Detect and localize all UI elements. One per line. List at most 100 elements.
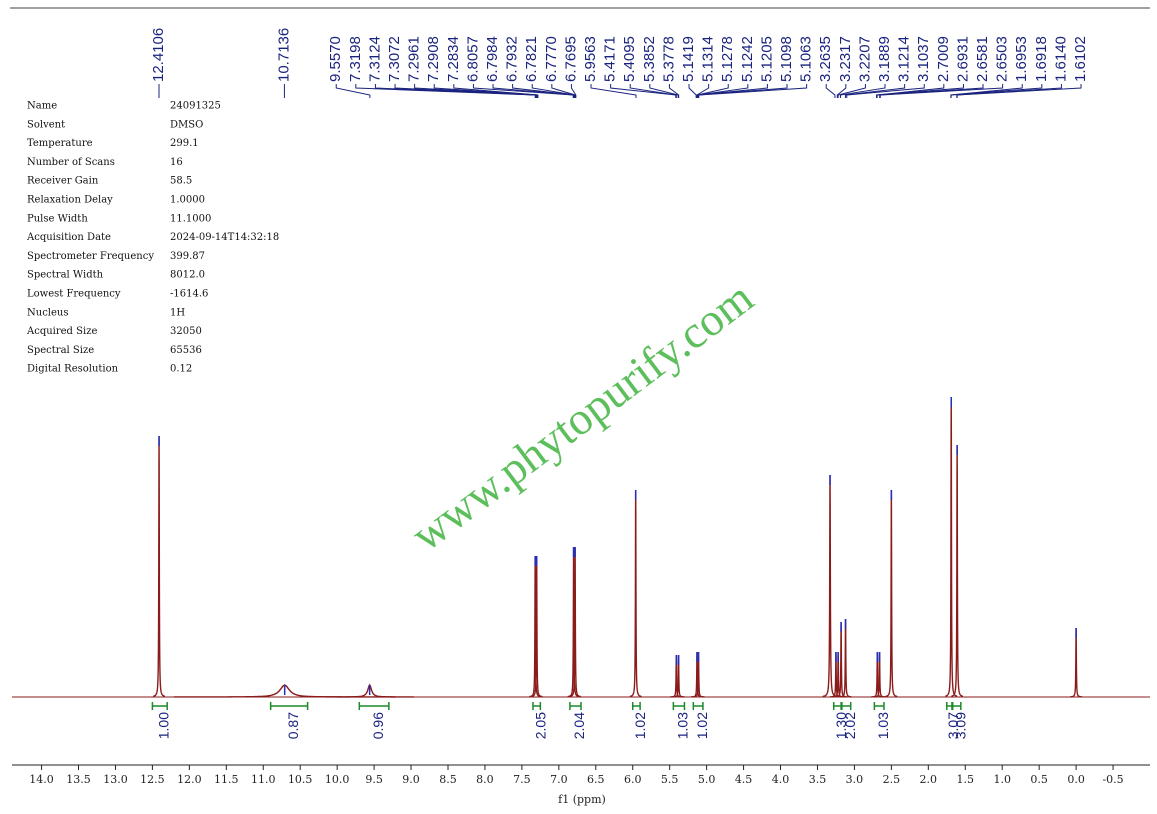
param-name: Spectral Size	[27, 345, 94, 356]
integral-bracket	[692, 702, 704, 710]
x-tick-label: 12.5	[140, 773, 165, 786]
peak-label: 3.1889	[876, 36, 893, 82]
x-tick-label: 14.0	[29, 773, 54, 786]
param-value: 0.12	[170, 364, 192, 375]
integral-label: 3.07	[945, 712, 961, 739]
peak-connector	[846, 84, 925, 98]
x-tick-label: 0.0	[1067, 773, 1085, 786]
x-tick-label: 13.0	[103, 773, 128, 786]
x-tick-label: 7.0	[550, 773, 568, 786]
integral-label: 1.00	[155, 712, 171, 739]
param-name: Name	[27, 101, 57, 112]
param-value: 11.1000	[170, 213, 211, 224]
integral-bracket	[151, 702, 168, 710]
param-name: Receiver Gain	[27, 176, 99, 187]
peak-connector	[837, 84, 866, 98]
peak-connector	[590, 84, 637, 98]
x-tick-label: 7.5	[513, 773, 531, 786]
x-tick-label: 11.0	[251, 773, 276, 786]
param-value: 1H	[170, 307, 185, 318]
peak-label: 3.2317	[837, 36, 854, 82]
peak-label: 5.1314	[700, 36, 717, 82]
peak-label: 7.2908	[425, 36, 442, 82]
peak-label: 7.3072	[386, 36, 403, 82]
integral-label: 1.30	[833, 712, 849, 739]
peak-connector	[950, 84, 1043, 98]
integral-label: 1.03	[675, 712, 691, 739]
x-tick-label: 0.5	[1030, 773, 1048, 786]
param-value: 2024-09-14T14:32:18	[170, 232, 279, 243]
x-tick-label: 6.5	[587, 773, 605, 786]
param-value: 399.87	[170, 251, 205, 262]
param-name: Digital Resolution	[27, 364, 119, 375]
param-name: Nucleus	[27, 307, 68, 318]
peak-label: 5.3852	[641, 36, 658, 82]
peak-label: 1.6953	[1013, 36, 1030, 82]
peak-label: 5.1205	[758, 36, 775, 82]
param-name: Pulse Width	[27, 213, 88, 224]
param-value: 299.1	[170, 138, 199, 149]
peak-label: 7.3124	[366, 36, 383, 82]
peak-connector	[335, 84, 371, 98]
peak-label: 5.3778	[660, 36, 677, 82]
x-tick-label: 2.0	[920, 773, 938, 786]
peak-connector	[394, 84, 537, 98]
x-tick-label: 1.0	[993, 773, 1011, 786]
peak-label: 7.2961	[406, 36, 423, 82]
peak-label: 6.8057	[464, 36, 481, 82]
peak-connector	[844, 84, 906, 98]
integral-bracket	[873, 702, 885, 710]
integral-bracket	[841, 702, 852, 710]
peak-label: 6.7770	[543, 36, 560, 82]
x-tick-label: 8.5	[439, 773, 457, 786]
x-tick-label: 8.0	[476, 773, 494, 786]
peak-label: 5.1419	[680, 36, 697, 82]
integral-label: 3.09	[952, 712, 968, 739]
param-name: Spectrometer Frequency	[27, 251, 154, 262]
param-value: 1.0000	[170, 195, 205, 206]
peak-label: 6.7984	[484, 36, 501, 82]
x-tick-label: 6.0	[624, 773, 642, 786]
integral-label: 1.02	[694, 712, 710, 739]
peak-label: 12.4106	[150, 28, 167, 82]
x-tick-label: 5.5	[661, 773, 679, 786]
peak-label: 7.3198	[347, 36, 364, 82]
x-tick-label: 1.5	[957, 773, 975, 786]
peak-connector	[697, 84, 768, 98]
integral-bracket	[951, 702, 962, 710]
x-tick-label: 9.0	[402, 773, 420, 786]
peak-connector	[879, 84, 1004, 98]
peak-label: 5.1063	[798, 36, 815, 82]
peak-label: 5.9563	[582, 36, 599, 82]
integral-label: 2.02	[842, 712, 858, 739]
peak-label: 3.2207	[856, 36, 873, 82]
integral-label: 1.03	[875, 712, 891, 739]
x-tick-label: 13.5	[66, 773, 91, 786]
peak-label: 6.7695	[562, 36, 579, 82]
x-axis-label: f1 (ppm)	[558, 793, 606, 806]
peak-label: 3.1037	[915, 36, 932, 82]
peak-connector	[570, 84, 577, 98]
peak-connector	[668, 84, 680, 98]
peak-label: 1.6102	[1072, 36, 1089, 82]
peak-label: 2.6931	[954, 36, 971, 82]
x-tick-label: 10.5	[288, 773, 313, 786]
param-name: Acquisition Date	[26, 232, 111, 243]
integral-label: 2.05	[532, 712, 548, 739]
integral-bracket	[569, 702, 582, 710]
peak-connector	[512, 84, 575, 98]
peak-connector	[472, 84, 574, 98]
integral-label: 0.87	[285, 712, 301, 739]
peak-connector	[649, 84, 679, 98]
param-value: 65536	[170, 345, 202, 356]
x-tick-label: 2.5	[883, 773, 901, 786]
integral-bracket	[269, 702, 309, 710]
peak-connector	[956, 84, 1082, 98]
peak-label: 5.1242	[739, 36, 756, 82]
param-name: Acquired Size	[26, 326, 97, 337]
peak-connector	[839, 84, 886, 98]
peak-connector	[876, 84, 964, 98]
x-tick-label: 5.0	[698, 773, 716, 786]
x-tick-label: 3.0	[846, 773, 864, 786]
